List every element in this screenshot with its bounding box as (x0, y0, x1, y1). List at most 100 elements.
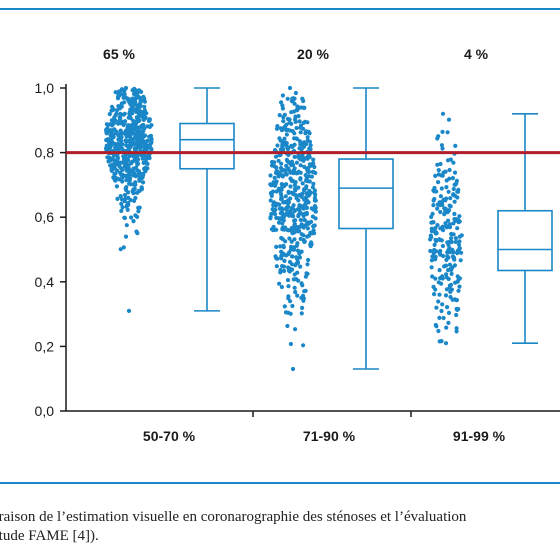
scatter-point (292, 101, 297, 106)
scatter-point (123, 196, 128, 201)
scatter-point (290, 231, 295, 236)
scatter-point (446, 310, 452, 315)
scatter-point (111, 107, 116, 113)
scatter-point (290, 267, 295, 272)
scatter-point (136, 108, 142, 113)
scatter-point (279, 100, 284, 105)
scatter-point (126, 201, 131, 206)
scatter-point (130, 104, 135, 110)
scatter-point (125, 207, 130, 212)
scatter-point (429, 258, 434, 263)
scatter-point (452, 170, 458, 175)
scatter-point (298, 217, 303, 223)
scatter-point (438, 194, 443, 199)
scatter-point (281, 243, 286, 248)
scatter-point (431, 284, 436, 289)
scatter-point (293, 117, 298, 122)
scatter-point (297, 251, 302, 256)
scatter-point (283, 140, 288, 145)
scatter-point (123, 173, 128, 178)
scatter-point (131, 219, 136, 224)
scatter-point (139, 186, 144, 191)
scatter-point (135, 190, 140, 195)
scatter-point (296, 198, 301, 203)
scatter-point (300, 305, 305, 310)
scatter-point (295, 241, 300, 246)
scatter-point (284, 211, 289, 216)
scatter-point (288, 341, 293, 347)
scatter-point (444, 325, 449, 330)
scatter-point (286, 296, 291, 301)
scatter-point (285, 96, 290, 101)
scatter-point (130, 108, 135, 113)
scatter-point (434, 305, 439, 310)
scatter-point (436, 168, 441, 173)
scatter-point (292, 237, 297, 242)
scatter-point (444, 185, 449, 190)
scatter-point (295, 136, 300, 142)
scatter-point (108, 130, 113, 135)
scatter-point (293, 327, 298, 332)
scatter-point (294, 261, 299, 266)
scatter-point (147, 145, 153, 150)
scatter-point (305, 179, 310, 184)
scatter-point (104, 131, 109, 136)
scatter-point (128, 176, 133, 181)
scatter-point (274, 201, 280, 206)
scatter-point (292, 154, 297, 159)
scatter-point (429, 226, 434, 231)
scatter-point (124, 133, 129, 138)
scatter-point (295, 104, 300, 109)
scatter-point (116, 137, 121, 142)
scatter-point (290, 211, 295, 216)
caption-line-1: araison de l’estimation visuelle en coro… (0, 509, 467, 525)
scatter-point (269, 211, 274, 217)
scatter-point (276, 158, 281, 163)
scatter-point (125, 127, 131, 132)
scatter-point (122, 92, 127, 97)
scatter-point (294, 160, 299, 165)
scatter-point (458, 258, 463, 263)
scatter-point (274, 244, 279, 249)
scatter-point (111, 162, 116, 167)
scatter-point (305, 120, 310, 125)
scatter-point (437, 251, 442, 256)
scatter-point (447, 167, 452, 173)
scatter-point (454, 178, 459, 183)
scatter-point (434, 239, 439, 244)
scatter-point (303, 274, 308, 279)
scatter-point (281, 173, 286, 178)
scatter-point (436, 180, 441, 185)
scatter-point (274, 179, 279, 184)
scatter-point (448, 204, 453, 209)
scatter-point (280, 144, 285, 149)
scatter-point (440, 243, 445, 249)
scatter-point (281, 200, 286, 205)
scatter-point (104, 127, 109, 132)
scatter-point (132, 86, 137, 91)
scatter-point (308, 244, 313, 249)
scatter-point (279, 197, 284, 202)
scatter-point (454, 326, 459, 331)
scatter-point (451, 221, 456, 226)
scatter-point (294, 255, 299, 260)
scatter-point (455, 274, 460, 279)
scatter-point (291, 203, 296, 208)
scatter-point (309, 219, 314, 224)
scatter-point (138, 171, 143, 176)
scatter-point (293, 90, 298, 96)
scatter-point (309, 240, 314, 245)
scatter-point (145, 166, 150, 171)
scatter-point (287, 128, 293, 133)
scatter-point (449, 271, 454, 276)
scatter-point (452, 211, 457, 217)
scatter-point (126, 138, 131, 144)
scatter-point (439, 143, 444, 148)
scatter-point (125, 157, 130, 162)
scatter-point (135, 214, 140, 219)
scatter-point (292, 131, 297, 136)
scatter-point (106, 145, 111, 150)
scatter-point (121, 122, 126, 128)
scatter-point (278, 244, 283, 249)
scatter-point (446, 242, 451, 248)
